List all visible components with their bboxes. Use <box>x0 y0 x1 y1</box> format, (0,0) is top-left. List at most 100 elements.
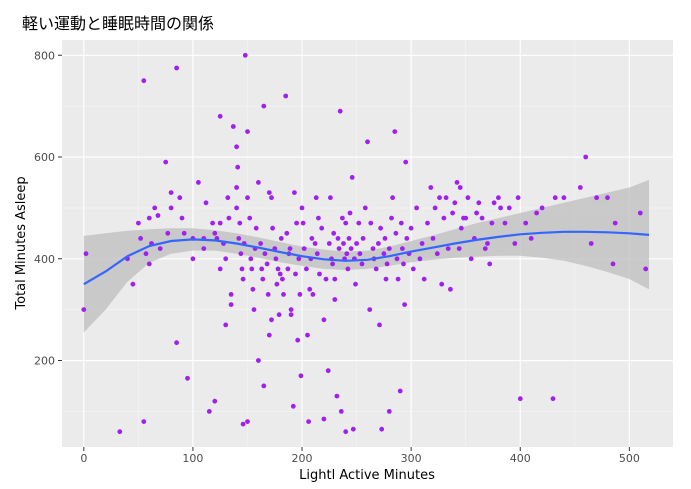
data-point <box>240 421 246 427</box>
data-point <box>450 210 455 216</box>
data-point <box>321 416 327 422</box>
data-point <box>348 246 354 252</box>
smooth-line <box>83 230 650 286</box>
data-point <box>612 220 618 226</box>
data-point <box>441 215 447 221</box>
data-point <box>288 307 294 312</box>
data-point <box>474 210 479 216</box>
data-point <box>276 312 282 318</box>
data-point <box>359 261 365 267</box>
data-point <box>332 276 338 282</box>
data-point <box>365 139 370 145</box>
data-point <box>354 241 359 246</box>
data-point <box>594 195 599 201</box>
data-point <box>321 317 327 323</box>
data-point <box>414 205 419 211</box>
data-point <box>280 276 285 282</box>
data-point <box>401 261 406 267</box>
data-point <box>307 286 313 292</box>
data-point <box>515 195 521 201</box>
data-point <box>293 271 298 277</box>
data-point <box>81 307 87 312</box>
data-point <box>295 337 301 343</box>
data-point <box>217 113 223 119</box>
data-point <box>643 266 649 272</box>
data-point <box>141 419 147 424</box>
data-point <box>210 220 216 226</box>
data-point <box>256 180 261 185</box>
data-point <box>357 251 363 257</box>
data-point <box>228 292 234 297</box>
data-point <box>284 230 290 236</box>
data-point <box>266 190 272 196</box>
data-point <box>362 205 368 211</box>
x-tick-label: 300 <box>401 452 422 465</box>
data-point <box>138 236 144 241</box>
data-point <box>253 225 259 231</box>
data-point <box>203 200 209 206</box>
data-point <box>328 195 333 201</box>
data-point <box>428 185 434 190</box>
data-point <box>338 409 344 414</box>
data-point <box>476 200 482 206</box>
y-tick-label: 400 <box>34 253 55 266</box>
data-point <box>384 261 390 267</box>
data-point <box>146 261 152 267</box>
data-point <box>317 271 322 277</box>
data-point <box>456 246 462 252</box>
data-point <box>212 230 218 236</box>
data-point <box>439 281 445 287</box>
data-point <box>300 220 306 226</box>
data-point <box>482 246 488 252</box>
data-point <box>404 236 410 241</box>
data-point <box>249 266 255 272</box>
data-point <box>226 215 232 221</box>
data-point <box>448 286 453 292</box>
data-point <box>136 220 141 226</box>
data-point <box>349 175 355 180</box>
data-point <box>298 373 304 379</box>
data-point <box>301 246 307 252</box>
data-point <box>390 195 395 201</box>
data-point <box>583 154 589 160</box>
data-point <box>383 276 389 282</box>
data-point <box>130 281 136 287</box>
data-point <box>610 261 616 267</box>
data-point <box>228 302 234 307</box>
data-point <box>376 241 381 246</box>
data-point <box>157 246 163 252</box>
data-point <box>275 266 281 272</box>
data-point <box>217 266 223 272</box>
data-point <box>234 144 240 150</box>
data-point <box>245 195 250 201</box>
data-point <box>277 271 283 277</box>
data-point <box>174 65 180 71</box>
data-point <box>534 210 539 216</box>
data-point <box>242 52 248 58</box>
data-point <box>146 215 152 221</box>
data-point <box>434 251 440 257</box>
data-point <box>143 251 149 257</box>
data-point <box>262 251 268 257</box>
data-point <box>463 215 469 221</box>
data-point <box>239 266 245 272</box>
data-point <box>419 241 425 246</box>
data-point <box>316 215 321 221</box>
data-point <box>288 312 294 318</box>
data-point <box>550 396 556 402</box>
data-point <box>345 266 351 272</box>
data-point <box>335 236 341 241</box>
data-point <box>260 276 266 282</box>
data-point <box>330 261 335 267</box>
data-point <box>245 129 250 135</box>
x-tick-label: 200 <box>292 452 313 465</box>
data-point <box>347 210 353 216</box>
data-point <box>323 276 329 282</box>
data-point <box>225 195 231 201</box>
data-point <box>356 220 362 226</box>
data-point <box>250 286 256 292</box>
x-tick-label: 400 <box>510 452 531 465</box>
data-point <box>588 241 594 246</box>
data-point <box>152 205 158 211</box>
